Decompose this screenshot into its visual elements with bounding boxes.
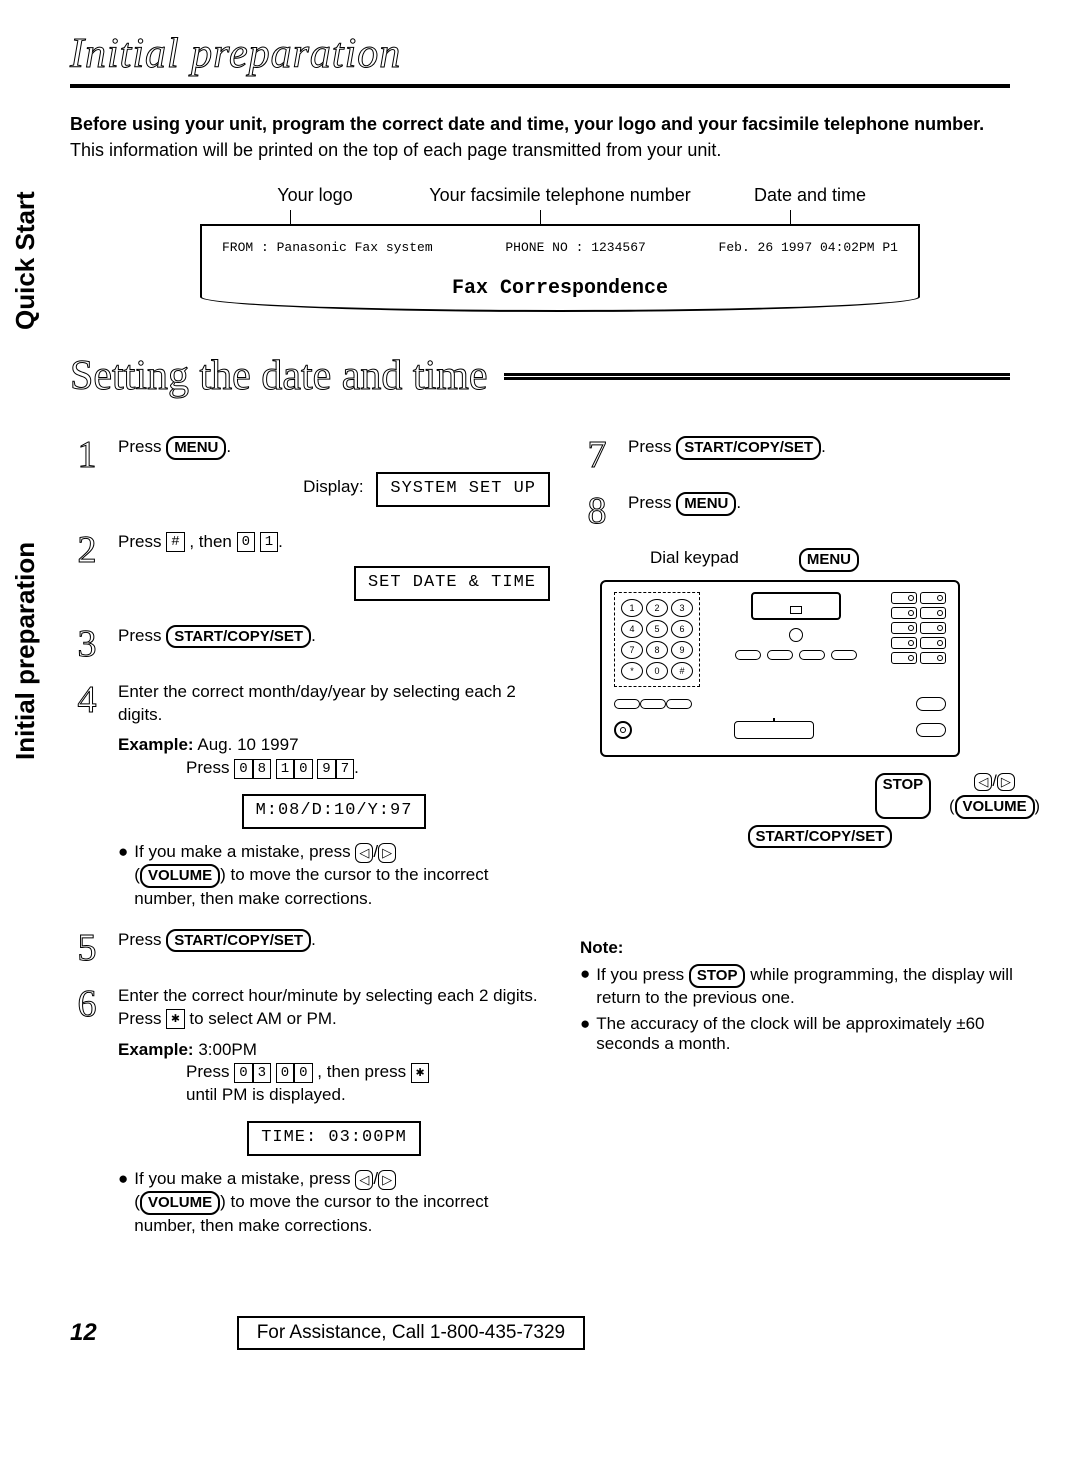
right-arrow-key: ▷ <box>378 1170 396 1190</box>
page-title: Initial preparation <box>70 30 1010 78</box>
step-number: 7 <box>580 436 614 474</box>
dot-icon <box>789 628 803 642</box>
start-copy-set-button: START/COPY/SET <box>166 625 311 649</box>
start-copy-set-button-label: START/COPY/SET <box>748 825 893 849</box>
step-2: 2 Press # , then 0 1. SET DATE & TIME <box>70 531 550 607</box>
sample-header-labels: Your logo Your facsimile telephone numbe… <box>220 185 1010 206</box>
dial-keypad-label: Dial keypad <box>650 548 739 572</box>
sample-date: Feb. 26 1997 04:02PM P1 <box>719 240 898 255</box>
bullet-icon: ● <box>580 1014 590 1054</box>
step-4: 4 Enter the correct month/day/year by se… <box>70 681 550 911</box>
sample-caption: Fax Correspondence <box>222 277 898 300</box>
device-illustration: Dial keypad MENU 123 456 789 *0# <box>600 548 1040 848</box>
seven-key: 7 <box>336 759 354 779</box>
intro-bold: Before using your unit, program the corr… <box>70 112 1010 136</box>
step-8: 8 Press MENU. <box>580 492 1040 530</box>
step-5: 5 Press START/COPY/SET. <box>70 929 550 967</box>
title-rule <box>70 84 1010 88</box>
menu-button: MENU <box>676 492 736 516</box>
step-number: 4 <box>70 681 104 911</box>
right-arrow-key: ▷ <box>378 843 396 863</box>
three-key: 3 <box>253 1063 271 1083</box>
zero-key: 0 <box>294 759 312 779</box>
volume-button: VOLUME <box>140 1191 220 1215</box>
section-title-text: Setting the date and time <box>70 352 488 400</box>
stop-button: STOP <box>689 964 746 988</box>
hash-key: # <box>166 532 184 552</box>
lcd-display: SYSTEM SET UP <box>376 472 550 507</box>
step-number: 2 <box>70 531 104 607</box>
start-copy-set-button: START/COPY/SET <box>676 436 821 460</box>
manual-page: Quick Start Initial preparation Initial … <box>0 0 1080 1390</box>
assistance-box: For Assistance, Call 1-800-435-7329 <box>237 1316 585 1350</box>
volume-button: VOLUME <box>140 864 220 888</box>
right-arrow-key: ▷ <box>997 773 1015 791</box>
intro-regular: This information will be printed on the … <box>70 140 1010 161</box>
pointer-lines <box>200 210 920 224</box>
lcd-display: SET DATE & TIME <box>354 566 550 601</box>
steps-left-column: 1 Press MENU. Display: SYSTEM SET UP 2 P… <box>70 436 550 1255</box>
stop-button-label: STOP <box>875 773 932 819</box>
zero-key: 0 <box>234 1063 252 1083</box>
left-arrow-key: ◁ <box>974 773 992 791</box>
zero-key: 0 <box>294 1063 312 1083</box>
step-7: 7 Press START/COPY/SET. <box>580 436 1040 474</box>
start-copy-set-button: START/COPY/SET <box>166 929 311 953</box>
zero-key: 0 <box>234 759 252 779</box>
step-6: 6 Enter the correct hour/minute by selec… <box>70 985 550 1238</box>
lcd-display: TIME: 03:00PM <box>247 1121 421 1156</box>
fax-sample-box: FROM : Panasonic Fax system PHONE NO : 1… <box>200 224 920 312</box>
steps-right-column: 7 Press START/COPY/SET. 8 Press MENU. Di… <box>580 436 1040 1255</box>
one-touch-keys-icon <box>891 592 946 664</box>
one-key: 1 <box>260 532 278 552</box>
sample-phone: PHONE NO : 1234567 <box>505 240 645 255</box>
page-number: 12 <box>70 1319 97 1347</box>
side-tab-quick-start: Quick Start <box>10 191 41 330</box>
star-key: ✱ <box>166 1009 184 1029</box>
side-tab-initial-preparation: Initial preparation <box>10 542 41 760</box>
bullet-icon: ● <box>118 1168 128 1237</box>
left-arrow-key: ◁ <box>355 843 373 863</box>
step-number: 3 <box>70 625 104 663</box>
eight-key: 8 <box>253 759 271 779</box>
star-key: ✱ <box>411 1063 429 1083</box>
volume-button-label: VOLUME <box>955 795 1035 819</box>
step-1: 1 Press MENU. Display: SYSTEM SET UP <box>70 436 550 512</box>
page-footer: 12 For Assistance, Call 1-800-435-7329 <box>70 1316 1010 1350</box>
display-label: Display: <box>303 476 363 499</box>
section-title-rule <box>504 373 1010 380</box>
note-title: Note: <box>580 938 1040 958</box>
one-key: 1 <box>276 759 294 779</box>
dial-keypad-icon: 123 456 789 *0# <box>614 592 700 687</box>
menu-button-label: MENU <box>799 548 859 572</box>
sample-from: FROM : Panasonic Fax system <box>222 240 433 255</box>
oval-icon <box>916 723 946 737</box>
section-title: Setting the date and time <box>70 352 1010 400</box>
label-fax-phone: Your facsimile telephone number <box>410 185 710 206</box>
note-block: Note: ● If you press STOP while programm… <box>580 938 1040 1054</box>
step-number: 5 <box>70 929 104 967</box>
label-your-logo: Your logo <box>220 185 410 206</box>
nine-key: 9 <box>317 759 335 779</box>
step-number: 6 <box>70 985 104 1238</box>
step-number: 1 <box>70 436 104 512</box>
step-number: 8 <box>580 492 614 530</box>
step-3: 3 Press START/COPY/SET. <box>70 625 550 663</box>
zero-key: 0 <box>237 532 255 552</box>
screen-icon <box>751 592 841 620</box>
lcd-display: M:08/D:10/Y:97 <box>242 794 427 829</box>
tray-icon <box>734 721 814 739</box>
wheel-icon <box>614 721 632 739</box>
zero-key: 0 <box>276 1063 294 1083</box>
left-arrow-key: ◁ <box>355 1170 373 1190</box>
bullet-icon: ● <box>118 841 128 910</box>
menu-button: MENU <box>166 436 226 460</box>
label-date-time: Date and time <box>710 185 910 206</box>
bullet-icon: ● <box>580 964 590 1008</box>
